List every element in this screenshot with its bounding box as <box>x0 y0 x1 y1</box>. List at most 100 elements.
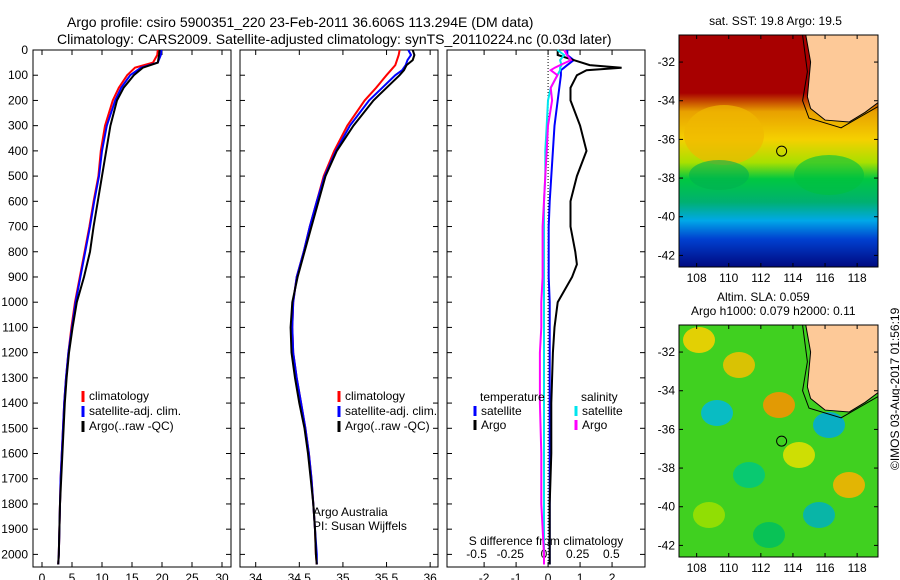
lat-tick-label: -32 <box>658 55 676 69</box>
warm-region <box>679 35 878 78</box>
y-tick-label: 1500 <box>1 421 28 435</box>
lon-tick-label: 116 <box>815 561 834 575</box>
y-tick-label: 1000 <box>1 295 28 309</box>
plot-subtitle: Climatology: CARS2009. Satellite-adjuste… <box>57 31 612 47</box>
map-panel-2: 108 110 112 114 116 118 -32 -34 -36 -38 -40 -42 Alti… <box>658 290 879 575</box>
sla-eddy <box>723 352 755 378</box>
axes-box <box>446 49 646 568</box>
sla-eddy <box>803 502 835 528</box>
series-line-t-satellite <box>547 50 576 565</box>
x-tick-label: 25 <box>185 571 199 580</box>
y-tick-label: 900 <box>8 270 28 284</box>
axes-box <box>239 49 439 568</box>
map-subtitle: Argo h1000: 0.079 h2000: 0.11 <box>691 304 856 318</box>
sst-feature <box>689 160 749 190</box>
lon-tick-label: 118 <box>848 561 867 575</box>
lon-tick-label: 118 <box>848 271 867 285</box>
map-title: Altim. SLA: 0.059 <box>717 290 810 304</box>
y-tick-label: 200 <box>8 93 28 107</box>
x-tick-label: 5 <box>69 571 76 580</box>
x-tick-label: -1 <box>511 571 522 580</box>
lat-tick-label: -34 <box>658 384 676 398</box>
annotation-text: Argo Australia <box>313 505 388 519</box>
legend-label: Argo <box>481 418 507 432</box>
series-line-t-argo <box>548 50 622 565</box>
x-tick-label: 10 <box>95 571 109 580</box>
lon-tick-label: 108 <box>687 561 707 575</box>
legend-header: temperature <box>480 390 545 404</box>
map-field <box>679 325 878 557</box>
x-tick-label: 34.5 <box>288 571 312 580</box>
sla-eddy <box>833 472 865 498</box>
series-line-s-argo <box>538 49 573 565</box>
sla-eddy <box>813 412 845 438</box>
lat-tick-label: -40 <box>658 500 676 514</box>
series-line-climatology <box>57 49 159 565</box>
map-field <box>679 35 878 267</box>
sla-eddy <box>733 462 765 488</box>
lon-tick-label: 116 <box>815 271 834 285</box>
map-frame <box>678 324 879 558</box>
lat-tick-label: -42 <box>658 538 676 552</box>
y-tick-label: 800 <box>8 245 28 259</box>
axes-box <box>32 49 232 568</box>
legend-label: satellite-adj. clim. <box>345 404 437 418</box>
float-location-marker <box>776 145 788 157</box>
lat-tick-label: -38 <box>658 171 676 185</box>
x-tick-label: 35 <box>336 571 350 580</box>
sst-feature <box>794 155 864 195</box>
y-tick-label: 1100 <box>2 320 28 334</box>
x-tick-label: -2 <box>479 571 490 580</box>
y-tick-label: 1400 <box>1 396 28 410</box>
y-tick-label: 300 <box>8 119 28 133</box>
float-location-marker <box>776 435 788 447</box>
sst-feature <box>684 105 764 165</box>
x-tick-label: 34 <box>249 571 263 580</box>
sla-eddy <box>783 442 815 468</box>
profile-panel-2: 3434.53535.536salinityclimatologysatelli… <box>239 49 439 580</box>
legend-label: satellite-adj. clim. <box>89 404 181 418</box>
land-australia <box>805 325 878 413</box>
x-tick-label: 1 <box>577 571 584 580</box>
y-tick-label: 400 <box>8 144 28 158</box>
sla-eddy <box>763 392 795 418</box>
y-tick-label: 600 <box>8 194 28 208</box>
s-tick-label: -0.5 <box>466 547 487 561</box>
s-tick-label: -0.25 <box>497 547 525 561</box>
lat-tick-label: -40 <box>658 210 676 224</box>
lon-tick-label: 112 <box>751 561 770 575</box>
lat-tick-label: -36 <box>658 132 676 146</box>
s-axis-label: S difference from climatology <box>469 534 624 548</box>
profile-panel-1: 0100200300400500600700800900100011001200… <box>1 43 232 580</box>
y-tick-label: 1600 <box>1 447 28 461</box>
legend-label: climatology <box>89 389 149 403</box>
y-tick-label: 500 <box>8 169 28 183</box>
lon-tick-label: 110 <box>719 271 738 285</box>
sla-eddy <box>683 327 715 353</box>
y-tick-label: 0 <box>21 43 28 57</box>
sla-eddy <box>701 400 733 426</box>
x-tick-label: 20 <box>155 571 169 580</box>
lon-tick-label: 108 <box>687 271 707 285</box>
legend-label: satellite <box>481 404 522 418</box>
lat-tick-label: -34 <box>658 94 676 108</box>
y-tick-label: 1900 <box>1 522 28 536</box>
series-line-argo-raw-qc- <box>289 49 416 565</box>
bathymetry-contour <box>802 35 878 129</box>
y-tick-label: 1800 <box>1 497 28 511</box>
plot-title: Argo profile: csiro 5900351_220 23-Feb-2… <box>67 14 534 30</box>
y-tick-label: 2000 <box>1 547 28 561</box>
lat-tick-label: -42 <box>658 248 676 262</box>
x-tick-label: 36 <box>423 571 437 580</box>
y-tick-label: 1200 <box>1 346 28 360</box>
x-tick-label: 0 <box>545 571 552 580</box>
series-line-climatology <box>291 49 401 565</box>
lon-tick-label: 114 <box>783 271 802 285</box>
sla-eddy <box>753 522 785 548</box>
map-panel-1: 108 110 112 114 116 118 -32 -34 -36 -38 -40 -42 sat.… <box>658 14 879 285</box>
lat-tick-label: -36 <box>658 422 676 436</box>
legend-label: Argo <box>582 418 608 432</box>
x-tick-label: 0 <box>39 571 46 580</box>
profile-panel-3: -2-1012T difference from climatology-0.5… <box>446 49 646 580</box>
